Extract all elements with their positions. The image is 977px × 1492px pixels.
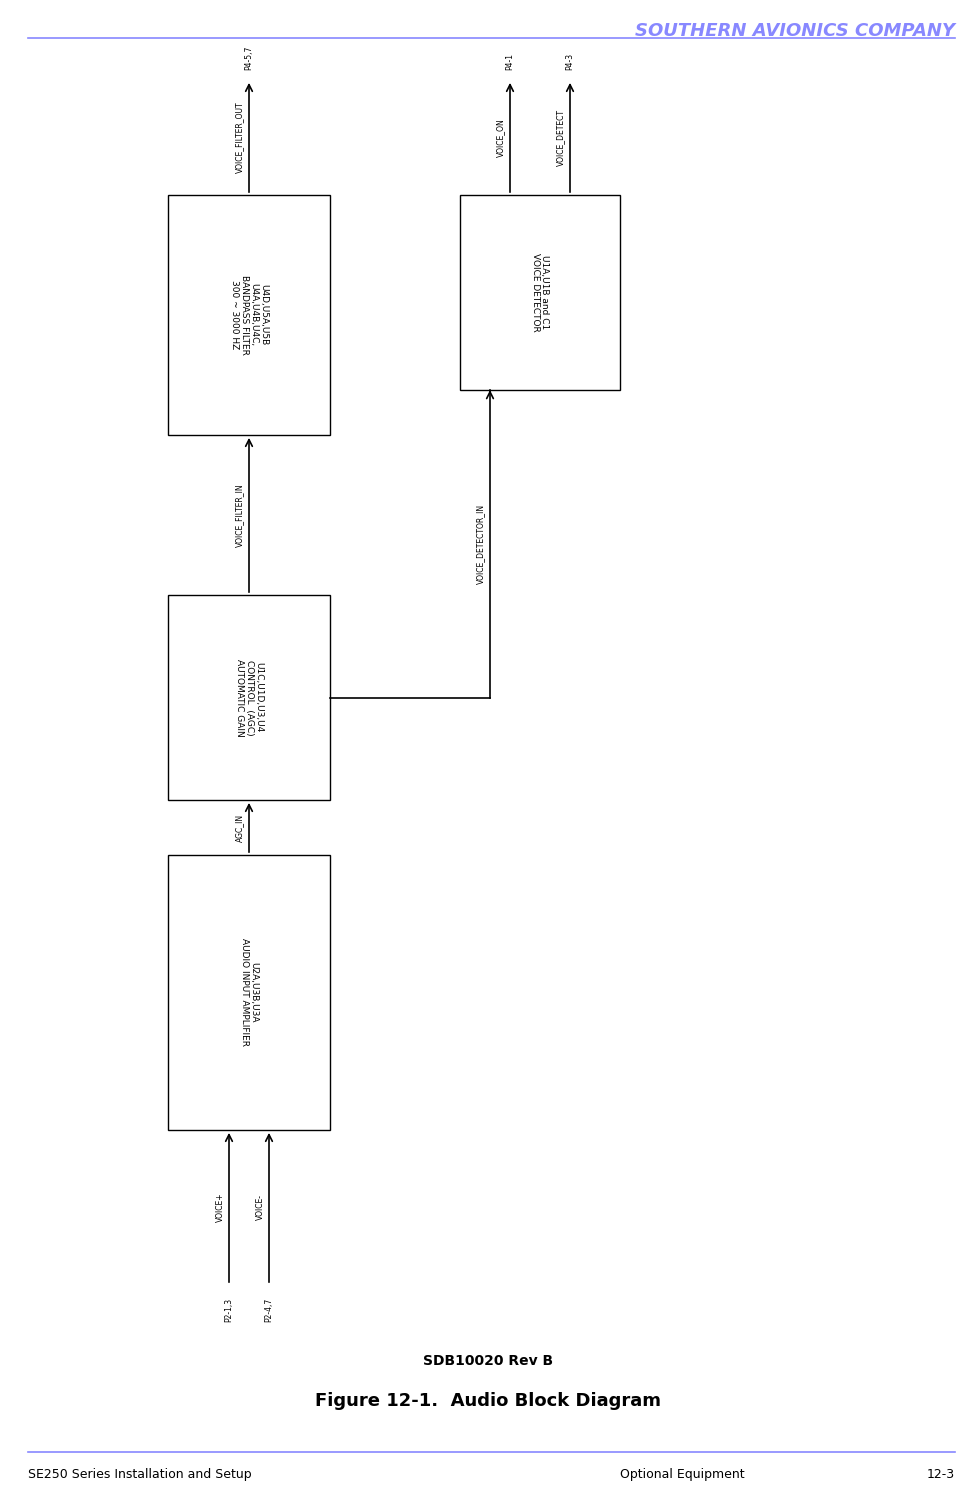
Text: P4-1: P4-1 — [505, 54, 515, 70]
Text: Optional Equipment: Optional Equipment — [620, 1468, 744, 1482]
Text: VOICE_DETECT: VOICE_DETECT — [557, 109, 566, 166]
Text: 12-3: 12-3 — [927, 1468, 955, 1482]
Text: VOICE_DETECTOR_IN: VOICE_DETECTOR_IN — [477, 504, 486, 583]
Text: U1A,U1B and C1: U1A,U1B and C1 — [540, 255, 549, 330]
Text: VOICE-: VOICE- — [256, 1195, 265, 1220]
Bar — [168, 855, 330, 1129]
Text: U4D,U5A,U5B: U4D,U5A,U5B — [259, 285, 268, 346]
Text: SOUTHERN AVIONICS COMPANY: SOUTHERN AVIONICS COMPANY — [635, 22, 955, 40]
Text: VOICE_FILTER_IN: VOICE_FILTER_IN — [235, 483, 244, 546]
Text: BANDPASS FILTER: BANDPASS FILTER — [239, 275, 248, 355]
Bar — [168, 195, 330, 436]
Text: P2-4,7: P2-4,7 — [265, 1298, 274, 1322]
Text: U1C,U1D,U3,U4: U1C,U1D,U3,U4 — [254, 662, 263, 733]
Text: AUDIO INPUT AMPLIFIER: AUDIO INPUT AMPLIFIER — [239, 938, 248, 1046]
Text: VOICE_ON: VOICE_ON — [496, 118, 505, 157]
Text: CONTROL  (AGC): CONTROL (AGC) — [244, 659, 253, 736]
Text: U4A,U4B,U4C,: U4A,U4B,U4C, — [249, 283, 258, 346]
Text: Figure 12-1.  Audio Block Diagram: Figure 12-1. Audio Block Diagram — [315, 1392, 661, 1410]
Text: P4-5,7: P4-5,7 — [244, 46, 253, 70]
Text: SDB10020 Rev B: SDB10020 Rev B — [423, 1355, 553, 1368]
Text: P2-1,3: P2-1,3 — [225, 1298, 234, 1322]
Text: 300 ~ 3000 HZ: 300 ~ 3000 HZ — [230, 280, 238, 349]
Text: AUTOMATIC GAIN: AUTOMATIC GAIN — [234, 658, 243, 737]
Text: VOICE+: VOICE+ — [216, 1192, 225, 1222]
Bar — [460, 195, 620, 389]
Text: SE250 Series Installation and Setup: SE250 Series Installation and Setup — [28, 1468, 252, 1482]
Bar — [168, 595, 330, 800]
Text: VOICE_FILTER_OUT: VOICE_FILTER_OUT — [235, 101, 244, 173]
Text: AGC_IN: AGC_IN — [235, 813, 244, 841]
Text: U2A,U3B,U3A: U2A,U3B,U3A — [249, 962, 258, 1022]
Text: VOICE DETECTOR: VOICE DETECTOR — [531, 254, 539, 331]
Text: P4-3: P4-3 — [566, 52, 574, 70]
